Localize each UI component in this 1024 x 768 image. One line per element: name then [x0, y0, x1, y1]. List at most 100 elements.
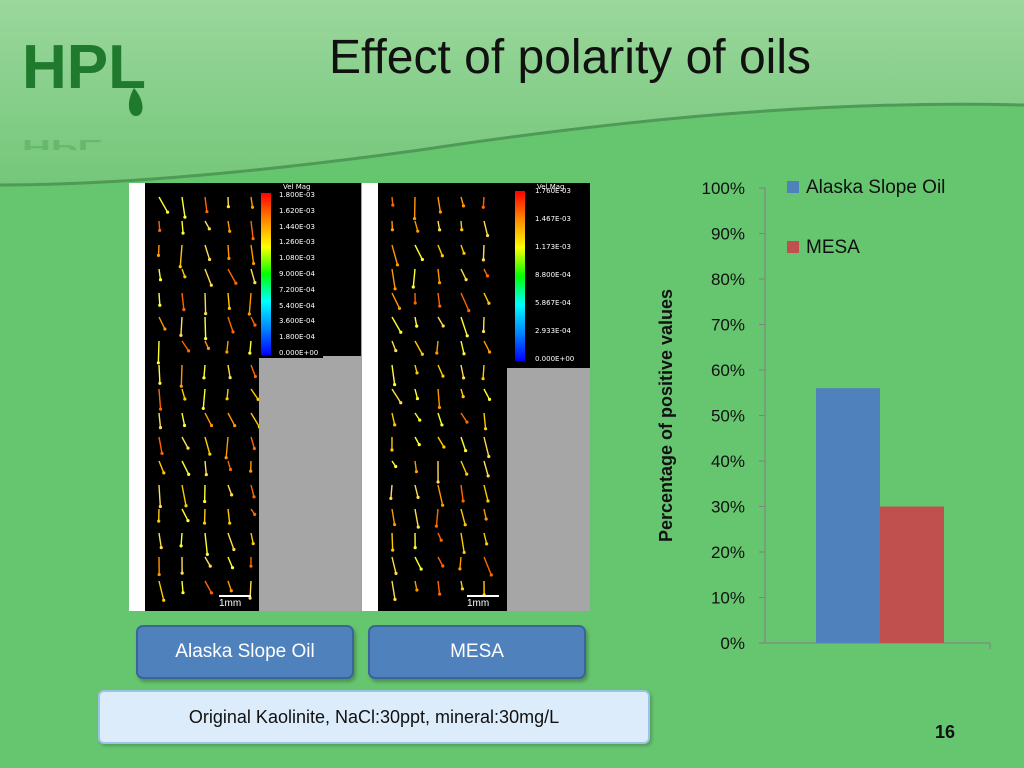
velocity-vector-head: [158, 228, 162, 232]
velocity-vector: [227, 268, 237, 284]
velocity-vector-head: [438, 592, 442, 596]
velocity-vector-head: [485, 274, 490, 278]
solid-region: [259, 356, 361, 611]
velocity-vector-head: [182, 423, 187, 428]
y-tick-label: 80%: [711, 270, 745, 289]
velocity-vector-head: [186, 518, 190, 523]
velocity-vector: [460, 340, 465, 354]
velocity-vector-head: [438, 210, 443, 214]
velocity-vector-head: [442, 445, 446, 449]
velocity-vector: [482, 244, 485, 260]
velocity-vector-head: [202, 376, 206, 380]
velocity-vector: [460, 484, 464, 502]
page-number: 16: [935, 722, 956, 742]
velocity-vector: [181, 388, 186, 400]
y-tick-label: 30%: [711, 498, 745, 517]
velocity-vector-head: [416, 525, 420, 529]
velocity-vector-head: [462, 352, 466, 356]
velocity-vectors: [156, 196, 261, 602]
velocity-vector-head: [253, 281, 257, 285]
velocity-vector-head: [162, 598, 166, 602]
header-banner: [0, 0, 1024, 187]
velocity-vector: [157, 340, 160, 363]
velocity-vector-head: [438, 304, 442, 308]
velocity-vector-head: [205, 552, 209, 556]
velocity-vector: [181, 508, 189, 521]
legend-value: 1.260E-03: [279, 238, 315, 247]
velocity-vector: [250, 436, 256, 449]
velocity-vector-head: [485, 233, 490, 238]
velocity-vector: [181, 460, 190, 475]
legend-value: 1.440E-03: [279, 222, 315, 231]
velocity-vector: [437, 556, 444, 567]
legend-value: 0.000E+00: [279, 349, 319, 357]
velocity-vector: [157, 244, 160, 256]
velocity-vector-head: [158, 303, 162, 307]
velocity-vector-head: [228, 467, 233, 472]
velocity-vector-head: [487, 350, 492, 354]
legend-value: 1.760E-03: [535, 187, 571, 195]
legend-value: 5.400E-04: [279, 301, 315, 310]
velocity-vector: [414, 340, 423, 355]
velocity-vector-head: [465, 420, 469, 424]
velocity-vector-head: [412, 216, 417, 221]
velocity-vector: [227, 508, 231, 524]
velocity-vector: [204, 292, 207, 314]
velocity-vector-head: [249, 469, 253, 473]
velocity-vector-head: [485, 542, 489, 546]
velocity-vector-head: [391, 548, 395, 552]
velocity-vector-head: [229, 589, 233, 593]
image-edge: [362, 183, 378, 611]
velocity-vector: [227, 220, 231, 232]
velocity-vectors: [389, 196, 493, 601]
velocity-vector-head: [163, 327, 167, 331]
y-tick-label: 40%: [711, 452, 745, 471]
velocity-vector: [460, 436, 467, 451]
velocity-vector-head: [434, 524, 439, 528]
velocity-vector: [227, 532, 235, 550]
velocity-vector: [483, 556, 492, 576]
velocity-vector-head: [160, 451, 164, 456]
velocity-vector-head: [204, 473, 208, 477]
velocity-vector-head: [158, 407, 163, 411]
velocity-vector: [202, 388, 206, 409]
velocity-vector: [391, 244, 399, 266]
velocity-vector: [227, 412, 236, 426]
velocity-vector: [227, 292, 231, 309]
velocity-vector-head: [462, 550, 466, 555]
y-tick-label: 70%: [711, 316, 745, 335]
velocity-vector-head: [183, 215, 187, 219]
velocity-vector-head: [158, 504, 162, 509]
velocity-vector-head: [489, 573, 493, 577]
legend-label: MESA: [806, 237, 860, 258]
bar-alaska-slope-oil: [816, 388, 880, 643]
velocity-vector-head: [394, 348, 398, 353]
scale-bar: 1mm: [467, 595, 499, 609]
velocity-vector: [460, 460, 468, 475]
velocity-vector: [227, 316, 234, 333]
velocity-vector: [158, 412, 162, 428]
velocity-vector-head: [158, 426, 163, 430]
velocity-vector: [391, 532, 394, 551]
velocity-vector: [483, 436, 490, 457]
velocity-vector: [250, 412, 260, 428]
velocity-vector-head: [440, 423, 444, 427]
velocity-vector-head: [481, 377, 485, 381]
velocity-vector-head: [253, 323, 257, 327]
velocity-vector: [483, 532, 488, 545]
legend-swatch: [787, 241, 799, 253]
alaska-slope-oil-button[interactable]: Alaska Slope Oil: [136, 625, 354, 679]
velocity-vector-head: [209, 423, 214, 428]
velocity-vector-head: [411, 285, 415, 289]
velocity-vector-head: [204, 312, 208, 316]
velocity-vector-head: [179, 333, 183, 337]
velocity-vector-head: [233, 423, 237, 428]
legend-label: Alaska Slope Oil: [806, 177, 945, 198]
velocity-vector-head: [183, 397, 187, 401]
velocity-vector-head: [209, 283, 213, 287]
velocity-vector: [204, 436, 211, 455]
velocity-vector: [482, 196, 485, 208]
velocity-vector-head: [487, 454, 491, 459]
mesa-button[interactable]: MESA: [368, 625, 586, 679]
scale-bar: 1mm: [219, 595, 251, 609]
